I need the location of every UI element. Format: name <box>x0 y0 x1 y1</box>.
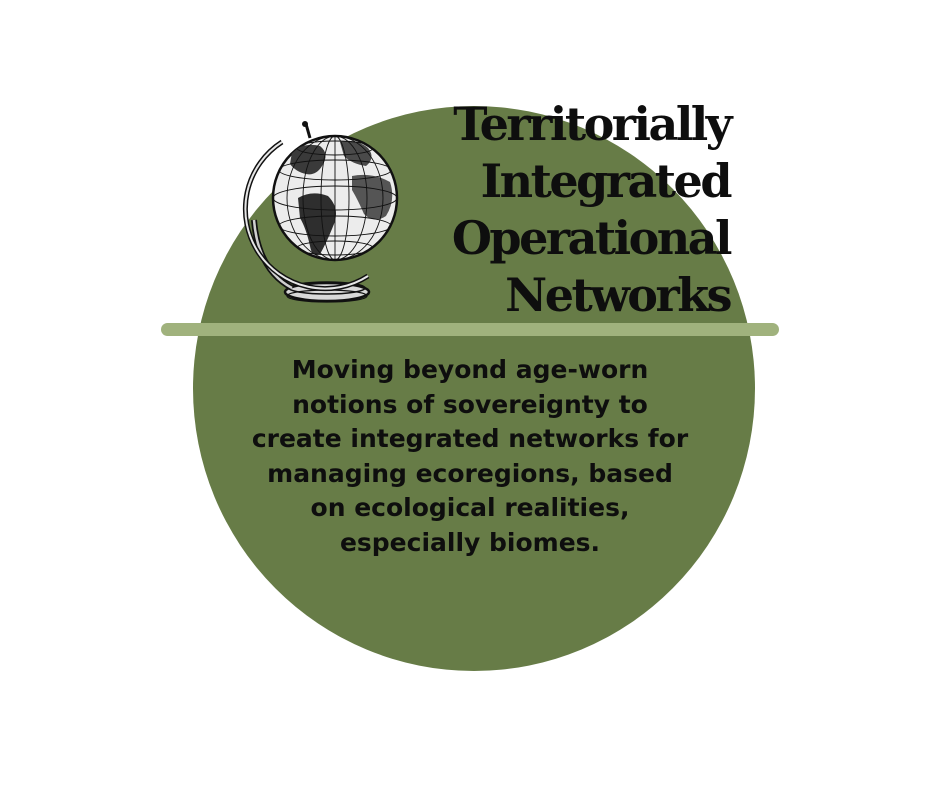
description-line: managing ecoregions, based <box>267 458 673 488</box>
description-line: especially biomes. <box>339 527 601 557</box>
divider-bar <box>161 323 779 336</box>
description-line: notions of sovereignty to <box>292 389 648 419</box>
title-line: Territorially <box>453 97 732 151</box>
description-line: create integrated networks for <box>251 424 689 453</box>
title-line: Operational <box>451 211 733 265</box>
title-line: Networks <box>505 268 732 322</box>
title-line: Integrated <box>480 154 733 208</box>
description-text: Moving beyond age-worn notions of sovere… <box>215 353 725 560</box>
globe-icon <box>242 121 399 303</box>
description-line: Moving beyond age-worn <box>291 355 649 384</box>
page-title: Territorially Integrated Operational Net… <box>400 96 733 324</box>
description-line: on ecological realities, <box>310 493 630 522</box>
